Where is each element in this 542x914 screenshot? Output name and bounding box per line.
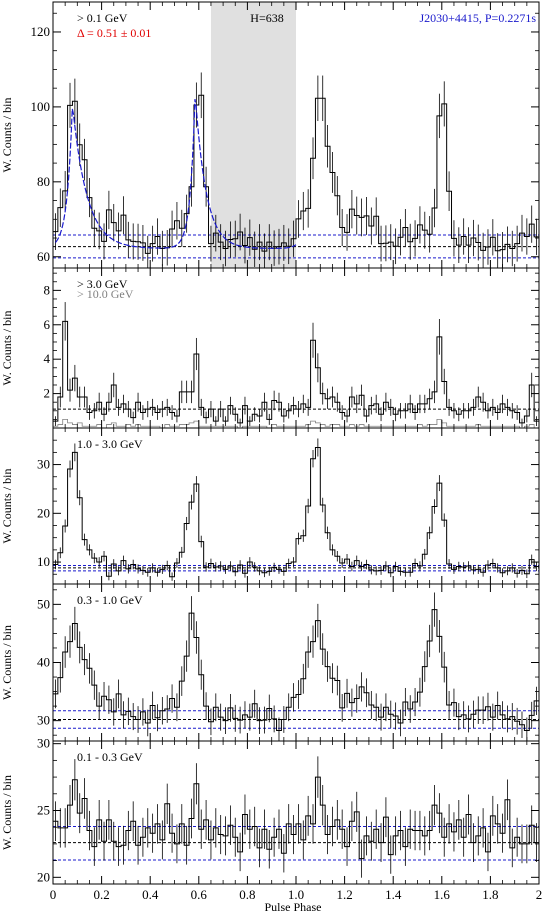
histogram <box>53 320 539 424</box>
x-axis-ticks <box>52 584 540 741</box>
y-tick-label: 80 <box>37 174 50 189</box>
y-tick-label: 6 <box>44 317 51 332</box>
delta-label: Δ = 0.51 ± 0.01 <box>77 26 151 40</box>
histogram <box>53 776 539 860</box>
y-tick-label: 10 <box>37 554 50 569</box>
panel-3: 10 20 30 W. Counts / bin 1.0 - 3.0 GeV <box>0 427 540 585</box>
h-statistic-label: H=638 <box>250 11 283 25</box>
energy-band-label: 0.1 - 0.3 GeV <box>77 750 143 764</box>
y-axis-ticks: 10 20 30 <box>37 427 539 575</box>
y-axis-ticks: 30 40 50 <box>37 589 539 736</box>
x-axis-ticks <box>52 268 540 428</box>
error-bars <box>55 592 537 741</box>
x-tick-label: 1.0 <box>288 887 304 902</box>
panel-4: 30 40 50 W. Counts / bin 0.3 - 1.0 GeV <box>0 583 540 742</box>
y-tick-label: 60 <box>37 249 50 264</box>
y-tick-label: 50 <box>37 596 50 611</box>
x-tick-label: 0.2 <box>93 887 109 902</box>
y-tick-label: 4 <box>44 351 51 366</box>
x-axis-ticks <box>52 428 540 584</box>
secondary-histogram <box>53 419 539 429</box>
y-tick-label: 30 <box>37 713 50 728</box>
x-tick-label: 0 <box>50 887 57 902</box>
y-tick-label: 20 <box>37 869 50 884</box>
error-bars <box>55 72 537 268</box>
error-bars <box>55 438 537 581</box>
histogram <box>53 447 539 578</box>
panel-1: 60 80 100 120 W. Counts / bin > 0.1 GeV <box>0 1 540 269</box>
x-tick-label: 0.8 <box>239 887 255 902</box>
histogram <box>53 94 539 254</box>
pulse-fit-curve <box>54 99 297 249</box>
x-tick-label: 1.4 <box>385 887 402 902</box>
y-tick-label: 120 <box>31 24 51 39</box>
x-tick-label: 2 <box>536 887 542 902</box>
error-bars <box>55 302 537 428</box>
panel-2: 2 4 6 8 W. Counts / bin > 3.0 GeV> 10.0 GeV <box>0 267 540 429</box>
y-axis-label: W. Counts / bin <box>0 469 14 544</box>
x-axis-label: Pulse Phase <box>265 900 322 914</box>
x-tick-label: 0.6 <box>191 887 208 902</box>
y-tick-label: 100 <box>31 99 51 114</box>
x-axis-ticks <box>52 2 540 268</box>
y-axis-label: W. Counts / bin <box>0 311 14 386</box>
energy-band-label: 1.0 - 3.0 GeV <box>77 437 143 451</box>
energy-band-label: 0.3 - 1.0 GeV <box>77 593 143 607</box>
x-tick-label: 1.2 <box>336 887 352 902</box>
y-tick-label: 40 <box>37 655 50 670</box>
y-tick-label: 8 <box>44 282 51 297</box>
y-tick-label: 30 <box>37 457 50 472</box>
source-label: J2030+4415, P=0.2271s <box>419 11 536 25</box>
y-axis-label: W. Counts / bin <box>0 625 14 700</box>
y-axis-ticks: 20 25 30 <box>37 736 539 884</box>
y-axis-label: W. Counts / bin <box>0 98 14 173</box>
y-axis-label: W. Counts / bin <box>0 775 14 850</box>
y-tick-label: 20 <box>37 505 50 520</box>
error-bars <box>55 756 537 878</box>
energy-band-label: > 0.1 GeV <box>77 11 128 25</box>
x-axis-ticks: 0 0.2 0.4 0.6 0.8 1.0 1.2 1.4 1.6 1.8 2 <box>50 741 542 902</box>
y-axis-ticks: 60 80 100 120 <box>31 12 539 264</box>
off-pulse-shaded-region <box>210 2 296 268</box>
energy-band-label-secondary: > 10.0 GeV <box>77 287 134 301</box>
y-tick-label: 2 <box>44 386 51 401</box>
y-tick-label: 30 <box>37 736 50 751</box>
y-tick-label: 25 <box>37 802 50 817</box>
x-tick-label: 1.8 <box>482 887 498 902</box>
panel-5: 20 25 30 0 0.2 0.4 0.6 0.8 1.0 1.2 1.4 1.6 1.8 2 W. Co… <box>0 736 542 902</box>
energy-band-label: > 3.0 GeV <box>77 277 128 291</box>
x-tick-label: 0.4 <box>142 887 159 902</box>
x-tick-label: 1.6 <box>434 887 451 902</box>
histogram <box>53 609 539 732</box>
